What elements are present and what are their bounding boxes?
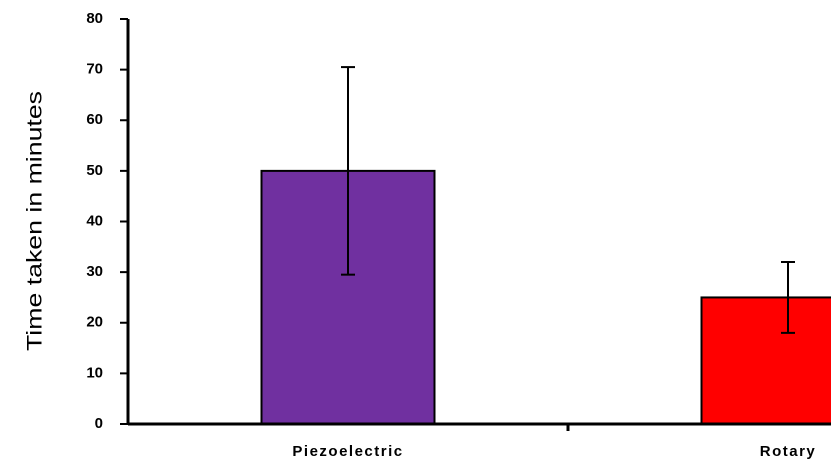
x-tick-label: Piezoelectric	[292, 443, 403, 460]
y-tick-label: 40	[86, 212, 103, 229]
y-tick-label: 10	[86, 364, 103, 381]
y-tick-label: 50	[86, 162, 103, 179]
y-tick-label: 0	[95, 415, 103, 432]
y-axis-label: Time taken in minutes	[24, 91, 47, 351]
y-tick-label: 60	[86, 111, 103, 128]
y-tick-label: 30	[86, 263, 103, 280]
y-tick-label: 80	[86, 10, 103, 27]
x-tick-label: Rotary	[760, 443, 817, 460]
bar	[700, 296, 831, 425]
y-tick-label: 20	[86, 314, 103, 331]
y-tick-label: 70	[86, 61, 103, 78]
